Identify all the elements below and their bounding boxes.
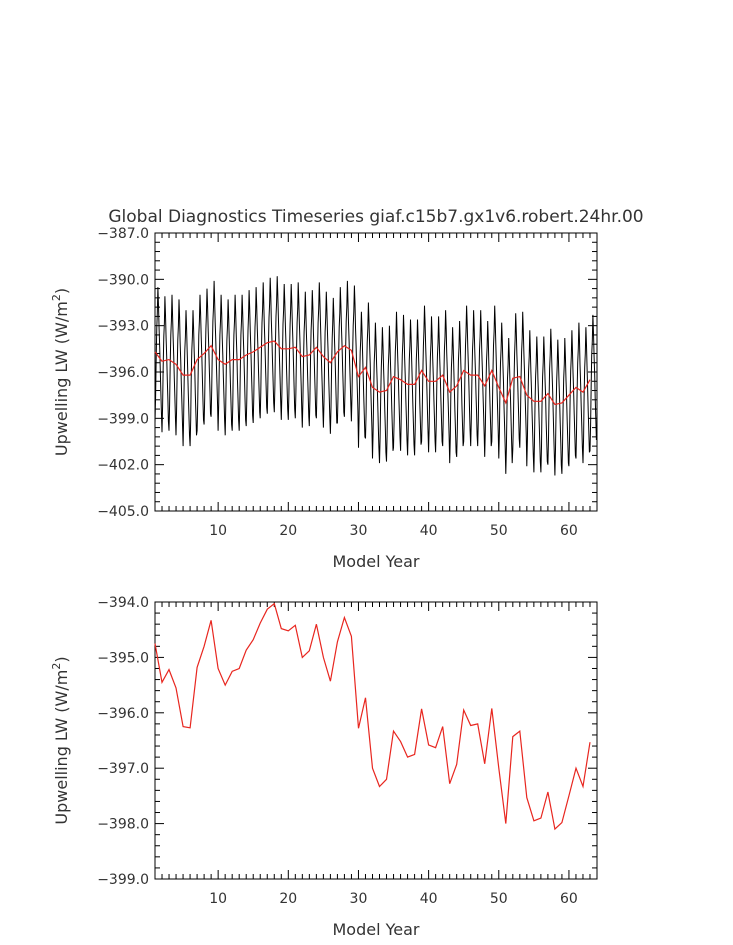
- y-tick-label: −395.0: [97, 650, 149, 666]
- chart-title: Global Diagnostics Timeseries giaf.c15b7…: [108, 207, 643, 227]
- y-axis-label-close: ): [52, 288, 71, 294]
- y-tick-label: −398.0: [97, 817, 149, 833]
- y-tick-label: −387.0: [97, 226, 149, 242]
- x-axis-label: Model Year: [333, 920, 420, 939]
- y-tick-label: −397.0: [97, 761, 149, 777]
- series-line-annual-mean: [154, 602, 591, 831]
- x-tick-label: 20: [279, 891, 297, 907]
- y-axis-label-superscript: 2: [50, 294, 63, 301]
- x-tick-label: 50: [490, 523, 508, 539]
- series-line-monthly: [154, 276, 597, 476]
- y-axis-label-text: Upwelling LW (W/m: [52, 301, 71, 456]
- y-tick-label: −399.0: [97, 872, 149, 888]
- y-tick-label: −390.0: [97, 272, 149, 288]
- y-axis-label: Upwelling LW (W/m2): [50, 656, 71, 824]
- x-tick-label: 30: [350, 523, 368, 539]
- y-tick-label: −393.0: [97, 319, 149, 335]
- x-tick-label: 40: [420, 523, 438, 539]
- y-axis-label-superscript: 2: [50, 663, 63, 670]
- y-tick-label: −405.0: [97, 504, 149, 520]
- plot-frame: [154, 601, 598, 880]
- y-tick-label: −402.0: [97, 458, 149, 474]
- y-tick-label: −399.0: [97, 411, 149, 427]
- y-tick-label: −394.0: [97, 595, 149, 611]
- y-tick-label: −396.0: [97, 365, 149, 381]
- x-tick-label: 10: [209, 891, 227, 907]
- x-tick-label: 60: [560, 891, 578, 907]
- x-tick-label: 30: [350, 891, 368, 907]
- y-axis-label-close: ): [52, 656, 71, 662]
- top-panel: Global Diagnostics Timeseries giaf.c15b7…: [50, 207, 644, 571]
- x-tick-label: 40: [420, 891, 438, 907]
- x-tick-label: 60: [560, 523, 578, 539]
- x-tick-label: 10: [209, 523, 227, 539]
- y-tick-label: −396.0: [97, 706, 149, 722]
- y-axis-label: Upwelling LW (W/m2): [50, 288, 71, 456]
- x-axis-label: Model Year: [333, 552, 420, 571]
- x-tick-label: 20: [279, 523, 297, 539]
- series-line-annual-mean: [154, 340, 591, 406]
- x-tick-label: 50: [490, 891, 508, 907]
- bottom-panel: 10 20 30 40 50 60 −394.0 −395.0 −396.0 −397.0 −398…: [50, 595, 598, 939]
- y-axis-label-text: Upwelling LW (W/m: [52, 670, 71, 825]
